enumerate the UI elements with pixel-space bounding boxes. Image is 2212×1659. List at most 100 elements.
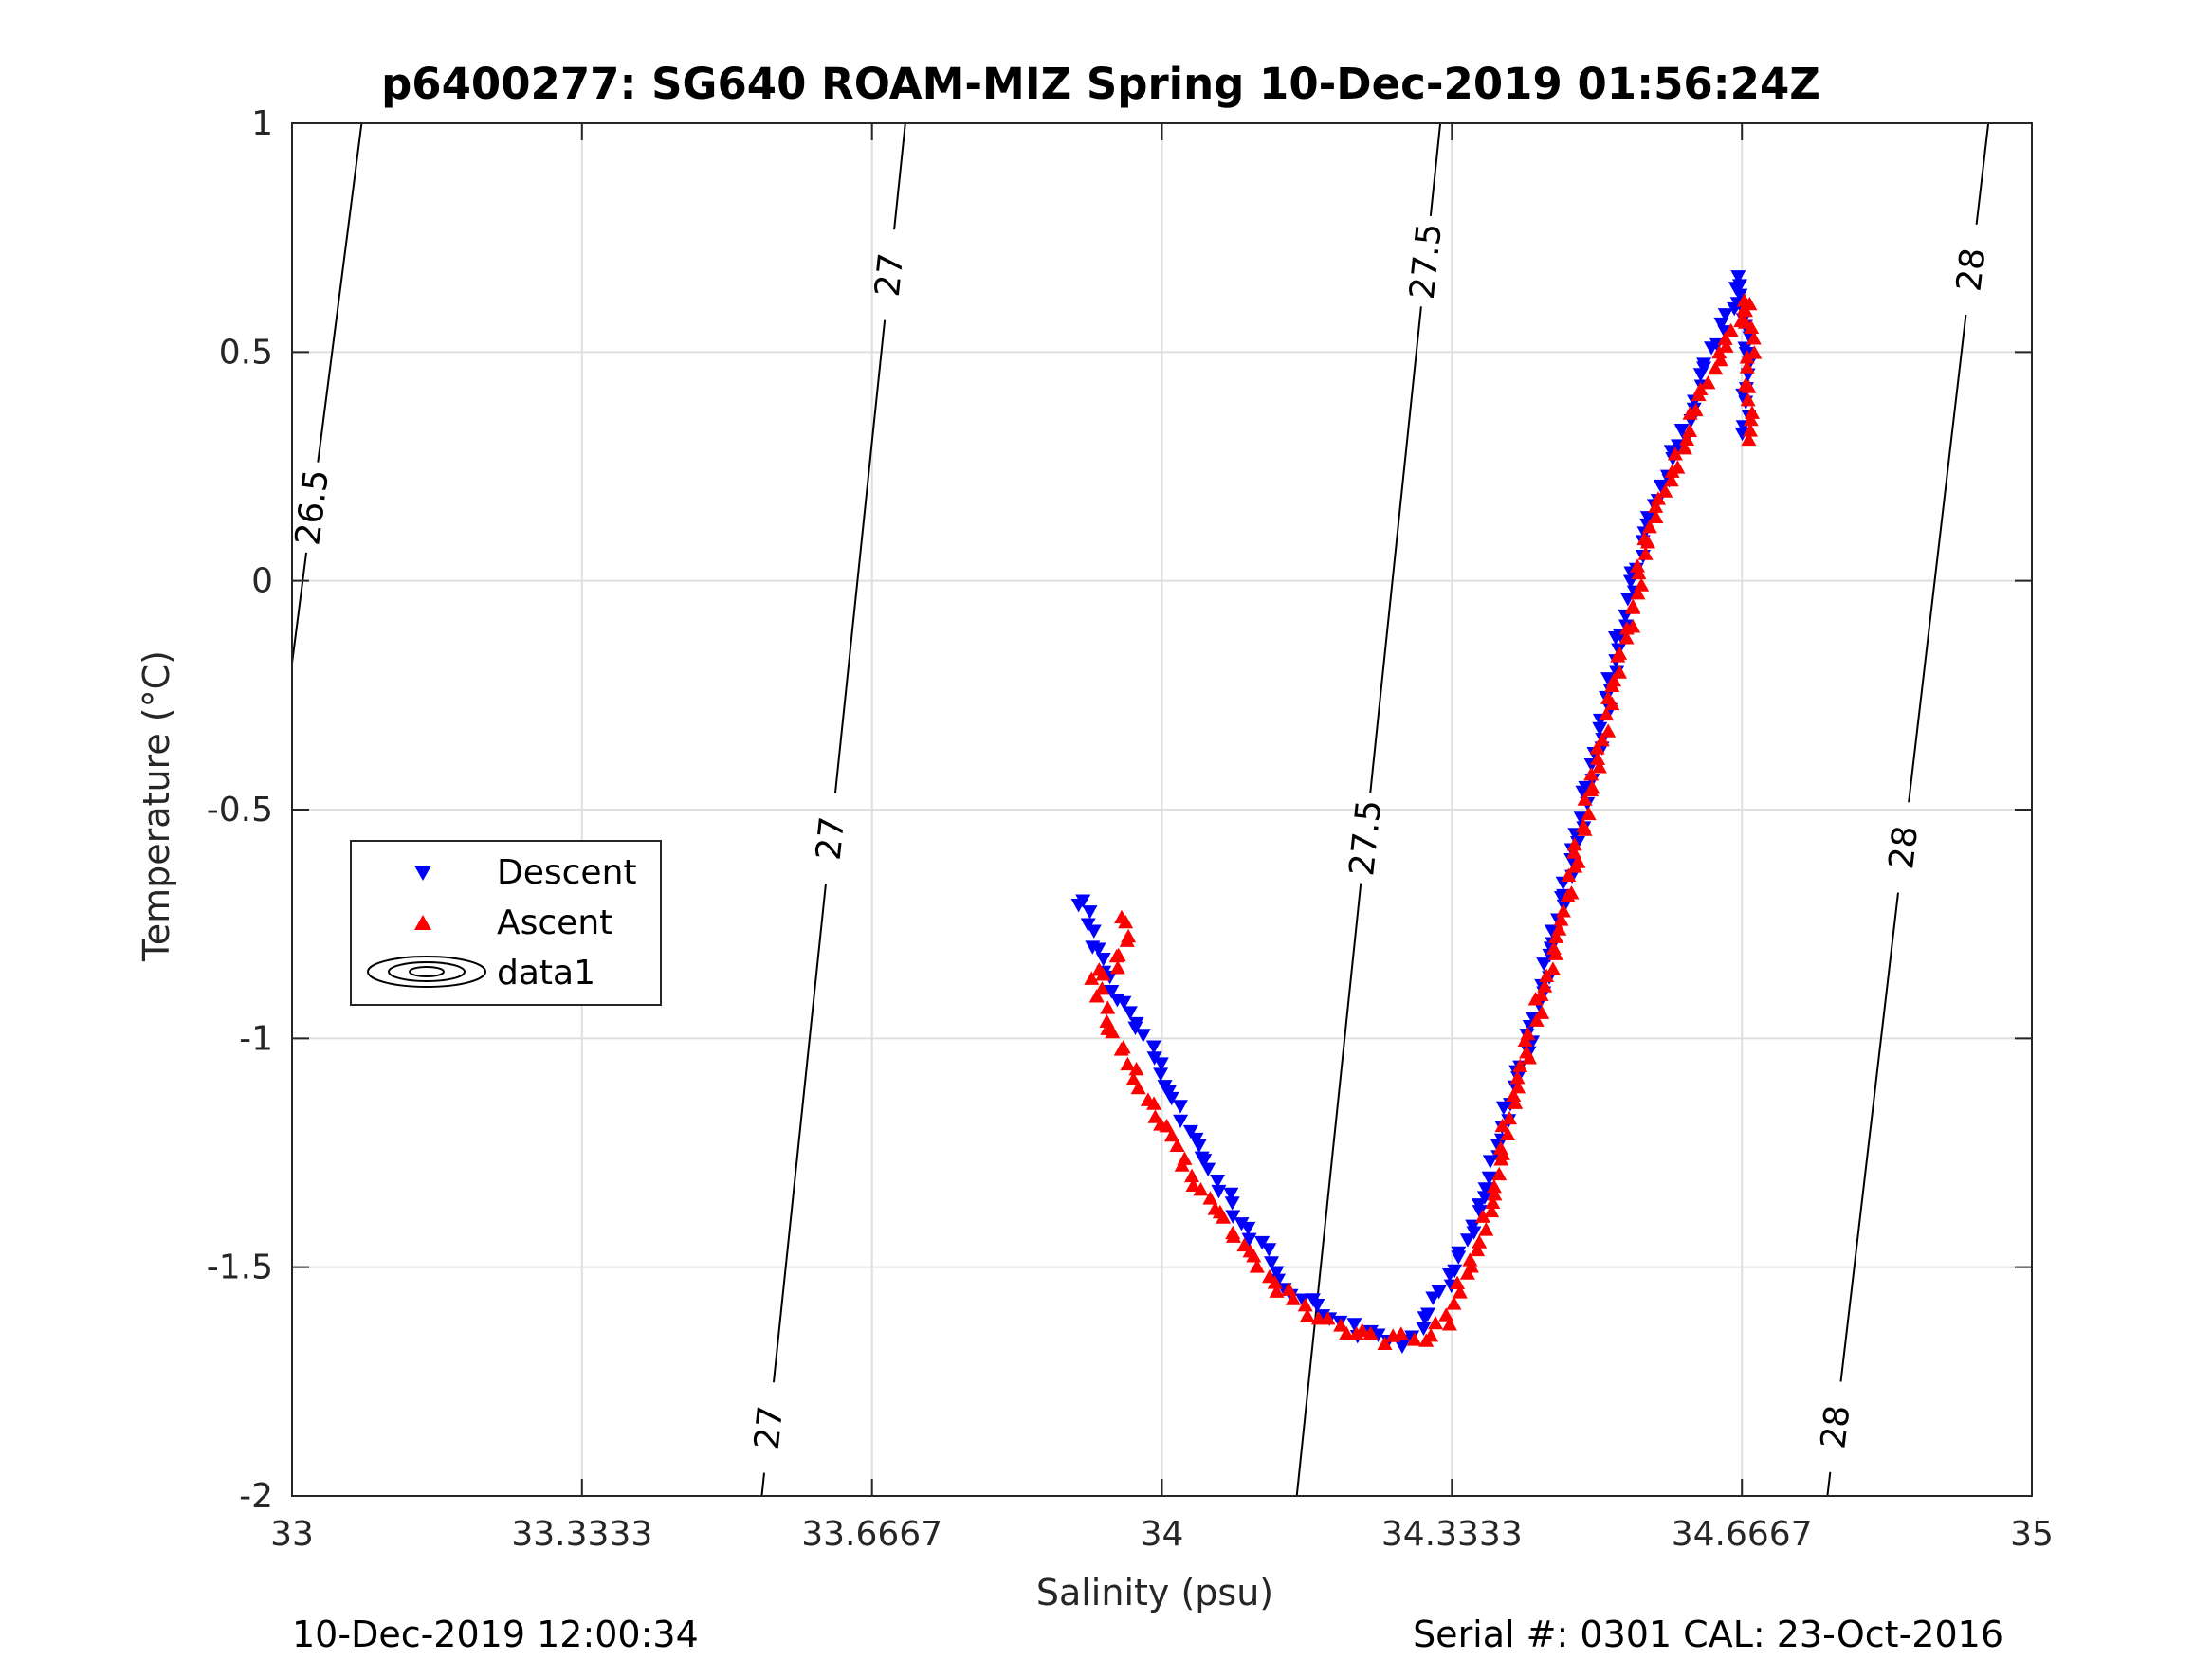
ascent-point	[1459, 1266, 1475, 1280]
x-tick-label: 35	[2010, 1515, 2054, 1554]
descent-point	[1210, 1174, 1226, 1189]
descent-point	[1172, 1100, 1188, 1114]
ascent-point	[1648, 509, 1664, 523]
legend[interactable]: Descent Ascent data1	[350, 840, 662, 1006]
isopycnal-28	[1908, 315, 1967, 803]
ascent-point	[1130, 1080, 1146, 1095]
descent-point	[1309, 1299, 1325, 1313]
descent-point	[1451, 1246, 1467, 1261]
descent-point	[1145, 1040, 1161, 1054]
ascent-point	[1474, 1209, 1490, 1223]
ascent-point	[1589, 740, 1605, 755]
ascent-point	[1641, 520, 1657, 534]
legend-label-data1: data1	[497, 954, 595, 993]
ascent-point	[1740, 392, 1756, 407]
isopycnal-28	[1839, 892, 1899, 1382]
ascent-point	[1744, 405, 1760, 419]
descent-point	[1153, 1067, 1169, 1082]
legend-marker-descent	[414, 866, 431, 881]
ascent-point	[1637, 546, 1654, 560]
descent-point	[1472, 1205, 1488, 1219]
descent-point	[1639, 511, 1655, 525]
ascent-point	[1741, 379, 1757, 393]
isopycnal-27	[772, 883, 827, 1383]
ascent-point	[1509, 1069, 1526, 1085]
descent-point	[1104, 985, 1120, 999]
isopycnal-27.5	[1369, 306, 1422, 793]
ascent-point	[1478, 1222, 1494, 1236]
ascent-point	[1636, 531, 1653, 546]
descent-point	[1619, 592, 1636, 607]
ascent-point	[1163, 1127, 1179, 1142]
descent-point	[1261, 1243, 1277, 1257]
ascent-point	[1249, 1259, 1265, 1273]
ascent-point	[1566, 837, 1582, 851]
ascent-point	[1169, 1138, 1185, 1152]
ascent-point	[1377, 1336, 1393, 1351]
ascent-point	[1612, 646, 1628, 660]
ascent-point	[1159, 1118, 1175, 1133]
isopycnal-label: 26.5	[288, 467, 337, 548]
ascent-point	[1688, 402, 1704, 417]
ascent-point	[1590, 751, 1606, 766]
ascent-point	[1184, 1168, 1200, 1183]
ascent-point	[1084, 971, 1100, 985]
descent-point	[1481, 1171, 1497, 1186]
descent-point	[1223, 1187, 1239, 1202]
descent-point	[1346, 1318, 1362, 1332]
ascent-point	[1708, 360, 1724, 375]
ascent-point	[1438, 1307, 1454, 1322]
ascent-point	[1487, 1186, 1503, 1201]
ascent-point	[1119, 933, 1135, 947]
ascent-point	[1406, 1332, 1422, 1346]
descent-point	[1200, 1162, 1216, 1176]
ascent-point	[1539, 968, 1555, 983]
isopycnal-27	[893, 122, 906, 230]
ascent-point	[1441, 1317, 1457, 1331]
y-tick-label: -1	[239, 1019, 273, 1058]
descent-point	[1600, 672, 1617, 686]
series-ascent	[1084, 293, 1763, 1351]
ascent-point	[1533, 987, 1549, 1001]
ascent-point	[1576, 818, 1592, 832]
isopycnal-label: 28	[1882, 824, 1926, 871]
ascent-point	[1120, 1056, 1136, 1071]
ascent-point	[1450, 1275, 1466, 1289]
ascent-point	[1269, 1284, 1285, 1298]
ascent-point	[1545, 961, 1561, 975]
descent-point	[1465, 1219, 1481, 1233]
ascent-point	[1428, 1315, 1444, 1330]
descent-point	[1459, 1233, 1475, 1248]
ascent-point	[1362, 1325, 1379, 1340]
y-tick-label: 1	[251, 104, 273, 143]
ascent-point	[1185, 1177, 1201, 1192]
descent-point	[1416, 1322, 1432, 1336]
ascent-point	[1088, 989, 1105, 1003]
descent-point	[1370, 1328, 1386, 1342]
y-tick-label: -1.5	[207, 1249, 273, 1287]
descent-point	[1254, 1235, 1271, 1250]
y-tick-label: 0	[251, 562, 273, 601]
ascent-point	[1508, 1095, 1524, 1109]
ascent-point	[1591, 759, 1607, 774]
isopycnal-label: 28	[1814, 1403, 1857, 1450]
descent-point	[1264, 1256, 1280, 1270]
descent-point	[1173, 1114, 1189, 1129]
ascent-point	[1600, 690, 1617, 704]
ascent-point	[1545, 940, 1562, 955]
ascent-point	[1712, 352, 1728, 367]
ascent-point	[1147, 1109, 1163, 1123]
ascent-point	[1670, 460, 1686, 474]
ascent-point	[1528, 1012, 1545, 1027]
isopycnal-27.5	[1295, 883, 1362, 1497]
ascent-point	[1094, 980, 1110, 995]
ascent-point	[1743, 423, 1759, 437]
ascent-point	[1723, 322, 1739, 337]
ascent-point	[1651, 491, 1667, 505]
footer-timestamp: 10-Dec-2019 12:00:34	[292, 1613, 699, 1655]
isopycnal-27	[833, 319, 887, 793]
x-tick-label: 33.3333	[511, 1515, 652, 1554]
descent-point	[1127, 1021, 1143, 1035]
ascent-point	[1561, 867, 1577, 883]
isopycnal-label: 27	[868, 251, 912, 299]
